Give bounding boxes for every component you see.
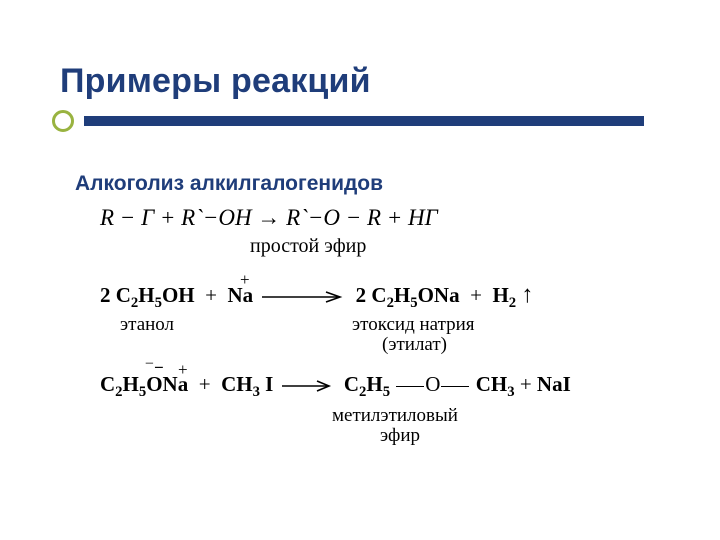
charge-plus: + <box>178 360 188 380</box>
label-product-2: эфир <box>380 425 420 447</box>
equation-1: R − Г + R`−OH → R`−O − R + HГ <box>100 205 620 231</box>
eq1-caption: простой эфир <box>250 235 620 258</box>
arrow-icon <box>258 290 350 304</box>
label-ethoxide-2: (этилат) <box>382 334 447 356</box>
title-decor <box>52 110 644 132</box>
eq3-labels: метилэтиловый эфир <box>100 401 620 445</box>
subtitle: Алкоголиз алкилгалогенидов <box>75 172 383 196</box>
eq2-labels: этанол этоксид натрия (этилат) <box>100 312 620 352</box>
bullet-icon <box>52 110 74 132</box>
arrow-icon <box>279 379 339 393</box>
coef-2b: 2 <box>356 283 367 307</box>
na-charge: + <box>240 270 250 290</box>
equations: R − Г + R`−OH → R`−O − R + HГ простой эф… <box>100 205 620 445</box>
slide: { "title": { "text": "Примеры реакций", … <box>0 0 720 540</box>
equation-3: − + C2H5O‾Na + CH3 I C2H5 O CH3 + NaI <box>100 372 620 401</box>
page-title: Примеры реакций <box>60 62 371 101</box>
equation-2: + 2 C2H5OH + Na 2 C2H5ONa + H2 ↑ <box>100 282 620 312</box>
coef-2a: 2 <box>100 283 111 307</box>
label-product-1: метилэтиловый <box>332 405 458 427</box>
label-ethoxide-1: этоксид натрия <box>352 314 475 336</box>
label-ethanol: этанол <box>120 314 174 336</box>
title-bar <box>84 116 644 126</box>
gas-arrow-icon: ↑ <box>521 282 533 308</box>
